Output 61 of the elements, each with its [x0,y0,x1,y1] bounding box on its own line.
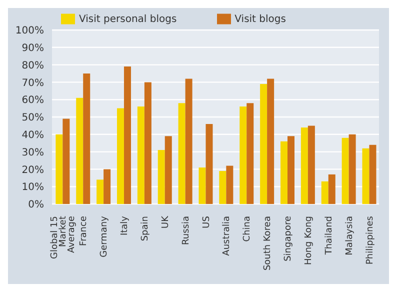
bar [267,78,274,204]
x-tick-label: UK [160,214,171,228]
bar [185,78,192,204]
bar [83,74,90,204]
bar [246,103,254,204]
bar [96,180,104,204]
x-tick-label: Spain [140,216,150,242]
x-tick-label: Thailand [324,216,334,256]
bar [76,98,84,204]
bar [280,141,288,204]
y-tick-label: 10% [22,182,44,194]
legend-label: Visit blogs [234,14,286,25]
bar [144,82,152,204]
y-tick-label: 40% [22,130,44,141]
bar [206,124,213,204]
bar [308,126,315,204]
bar [137,106,144,204]
bar [287,136,294,204]
y-tick-label: 20% [22,164,44,176]
bar [240,106,247,204]
y-tick-label: 60% [22,95,44,106]
bar [260,84,268,204]
x-tick-label: Malaysia [344,216,355,256]
bar [342,138,349,204]
y-tick-label: 50% [22,112,44,124]
bar [62,118,70,204]
bar [164,136,172,204]
bar [56,134,63,204]
x-tick-label: Philippines [365,216,376,264]
x-tick-label: China [242,216,253,242]
bar [321,181,328,204]
bar [300,127,308,204]
x-tick-label: France [79,216,90,246]
bar [348,134,356,204]
y-tick-label: 0% [28,200,44,211]
x-tick-label: Global 15 Market Average [50,216,78,260]
bar [124,66,131,204]
legend-label: Visit personal blogs [79,14,177,25]
y-tick-label: 100% [15,26,44,37]
x-tick-label: Hong Kong [304,216,314,265]
x-tick-label: South Korea [263,216,274,271]
bar [369,144,376,204]
bar [116,108,124,204]
y-tick-label: 80% [22,60,44,72]
bar [198,167,206,204]
bar [362,148,370,204]
x-tick-label: Russia [181,216,192,245]
bar [226,166,234,204]
bar [178,103,186,204]
bar [104,169,111,204]
x-tick-label: US [202,216,212,228]
x-tick-label: Germany [100,215,110,258]
x-tick-label: Italy [120,215,130,236]
bar [328,174,336,204]
y-tick-label: 70% [22,78,44,89]
x-tick-label: Singapore [284,216,294,262]
bar [219,170,226,204]
x-tick-label: Australia [222,216,232,256]
y-tick-label: 30% [22,147,44,158]
y-tick-label: 90% [22,42,44,54]
bar [158,150,165,204]
